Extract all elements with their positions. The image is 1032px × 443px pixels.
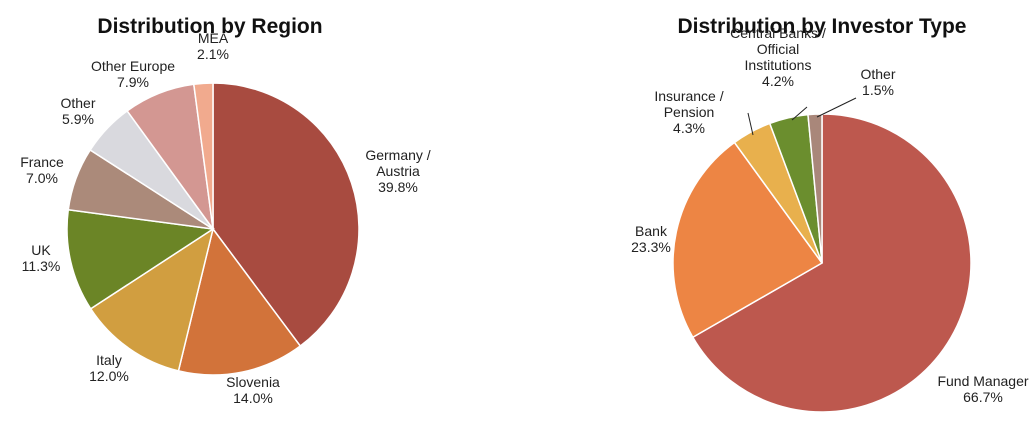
slice-value-label: 12.0% xyxy=(89,368,129,384)
pie-slice xyxy=(89,227,215,372)
investor-type-pie-chart: Distribution by Investor Type Fund Manag… xyxy=(631,15,1029,413)
investor-type-pie-slices xyxy=(672,113,972,413)
slice-label: France 7.0% xyxy=(20,154,64,186)
slice-label: Slovenia 14.0% xyxy=(226,374,280,406)
region-pie-chart: Distribution by Region Germany / Austria 3… xyxy=(20,15,431,406)
slice-category-label: Fund Manager xyxy=(937,373,1028,389)
leader-line xyxy=(747,112,754,136)
slice-category-label: France xyxy=(20,154,64,170)
slice-value-label: 14.0% xyxy=(233,390,273,406)
slice-value-label: 4.3% xyxy=(673,120,705,136)
slice-category-label: Institutions xyxy=(745,57,812,73)
slice-category-label: Italy xyxy=(96,352,122,368)
pie-slice xyxy=(672,141,824,339)
leader-line xyxy=(791,106,808,121)
slice-category-label: Other Europe xyxy=(91,58,175,74)
pie-slice xyxy=(66,208,216,310)
pie-slice xyxy=(691,113,972,413)
slice-value-label: 2.1% xyxy=(197,46,229,62)
slice-category-label: Bank xyxy=(635,223,668,239)
slice-value-label: 1.5% xyxy=(862,82,894,98)
slice-category-label: Other xyxy=(60,95,95,111)
slice-value-label: 4.2% xyxy=(762,73,794,89)
slice-value-label: 7.0% xyxy=(26,170,58,186)
slice-category-label: Austria xyxy=(376,163,420,179)
slice-category-label: Central Banks / xyxy=(730,25,826,41)
slice-value-label: 39.8% xyxy=(378,179,418,195)
slice-value-label: 11.3% xyxy=(22,258,61,274)
slice-label: Italy 12.0% xyxy=(89,352,129,384)
slice-category-label: UK xyxy=(31,242,51,258)
slice-label: UK 11.3% xyxy=(22,242,61,274)
slice-category-label: Germany / xyxy=(365,147,430,163)
region-pie-labels: Germany / Austria 39.8%Slovenia 14.0%Italy 1… xyxy=(20,30,431,406)
pie-slice xyxy=(177,227,302,376)
pie-slice xyxy=(192,82,214,230)
slice-value-label: 66.7% xyxy=(963,389,1003,405)
slice-category-label: Slovenia xyxy=(226,374,280,390)
chart-title-region: Distribution by Region xyxy=(97,15,322,38)
pie-slice xyxy=(807,113,823,264)
slice-category-label: Insurance / xyxy=(654,88,723,104)
slice-label: Other 5.9% xyxy=(60,95,95,127)
slice-value-label: 7.9% xyxy=(117,74,149,90)
slice-label: Other Europe 7.9% xyxy=(91,58,175,90)
leader-line xyxy=(816,97,857,118)
slice-category-label: Official xyxy=(757,41,800,57)
slice-label: Central Banks / Official Institutions 4.2% xyxy=(730,25,826,89)
slice-label: MEA 2.1% xyxy=(197,30,229,62)
slice-value-label: 23.3% xyxy=(631,239,671,255)
slice-label: Other 1.5% xyxy=(860,66,895,98)
investor-type-pie-labels: Fund Manager 66.7% Bank 23.3% Insurance / Pen… xyxy=(631,25,1029,405)
slice-category-label: Other xyxy=(860,66,895,82)
slice-label: Bank 23.3% xyxy=(631,223,671,255)
region-pie-slices xyxy=(66,82,360,376)
slice-category-label: Pension xyxy=(664,104,715,120)
chart-title-investor-type: Distribution by Investor Type xyxy=(678,15,967,38)
investor-type-pie-leader-lines xyxy=(747,97,857,136)
slice-value-label: 5.9% xyxy=(62,111,94,127)
pie-slice xyxy=(212,82,360,348)
slice-label: Fund Manager 66.7% xyxy=(937,373,1028,405)
slice-category-label: MEA xyxy=(198,30,229,46)
slice-label: Insurance / Pension 4.3% xyxy=(654,88,723,136)
slice-label: Germany / Austria 39.8% xyxy=(365,147,430,195)
